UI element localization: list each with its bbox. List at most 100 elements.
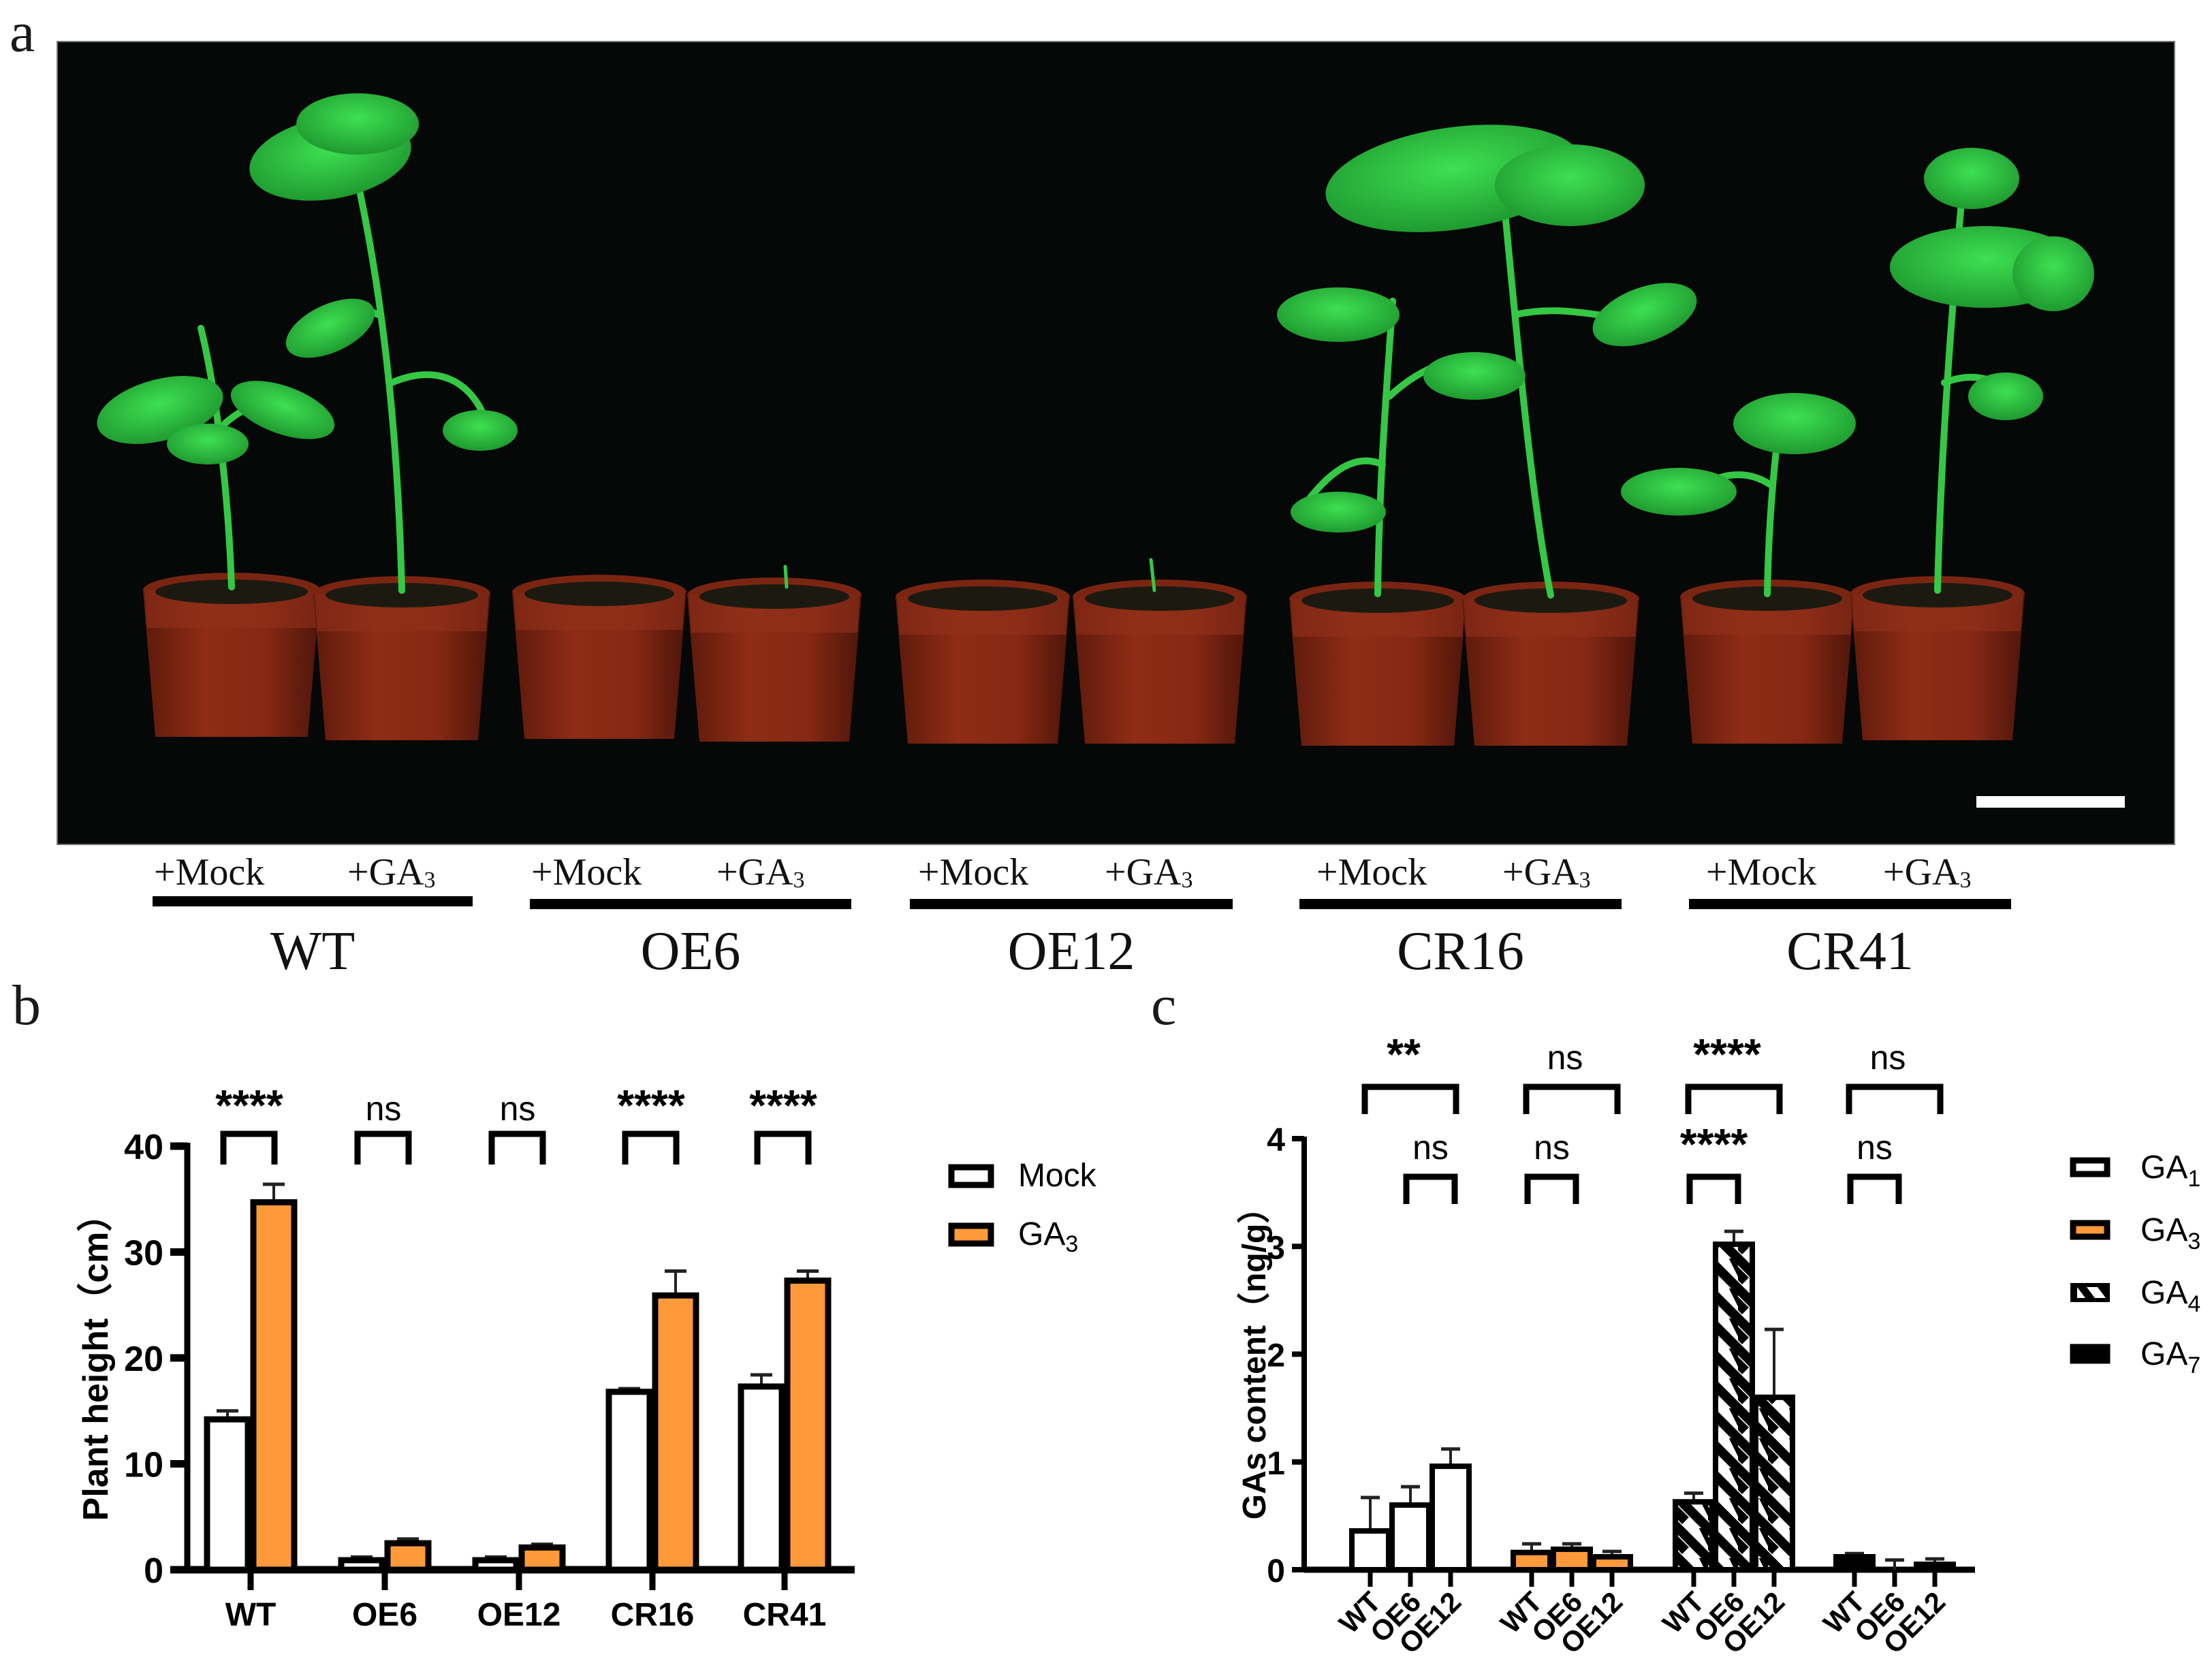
mock-text: +Mock	[154, 851, 265, 893]
legend-c: GA1 GA3 GA4 GA7	[2070, 1150, 2200, 1378]
panel-c-letter: c	[1151, 974, 1177, 1037]
x-tick-label: WT	[225, 1597, 276, 1633]
bar-ga3-oe12	[1591, 1554, 1633, 1573]
legend-label-ga1: GA1	[2140, 1150, 2200, 1192]
bar-ga3-cr16	[652, 1292, 699, 1573]
significance-bracket-top	[1846, 1083, 1944, 1114]
mock-text: +Mock	[531, 851, 642, 893]
ga-subscript: 3	[1181, 868, 1193, 893]
y-tick-label: 10	[124, 1446, 163, 1485]
ga-text: +GA	[716, 851, 793, 893]
bar-mock-oe6	[338, 1557, 385, 1573]
x-tick-label: CR41	[743, 1597, 827, 1633]
ga-text: +GA	[1502, 851, 1579, 893]
bar-ga3-oe6	[1551, 1546, 1593, 1573]
y-tick-label: 30	[124, 1234, 163, 1273]
legend-swatch-ga3	[2070, 1220, 2111, 1240]
significance-bracket-top	[1685, 1083, 1783, 1114]
leaves	[97, 93, 2094, 533]
bar-ga3-wt	[1511, 1549, 1553, 1572]
bar-ga7-oe12	[1914, 1562, 1956, 1572]
mock-text: +Mock	[1706, 851, 1817, 893]
label-mock: +Mock	[531, 853, 642, 891]
bar-mock-cr16	[605, 1389, 653, 1573]
legend-swatch-ga3	[948, 1222, 994, 1247]
legend-label-mock: Mock	[1018, 1158, 1097, 1194]
plant-photo-illustration	[97, 93, 2125, 808]
y-tick-label: 4	[1267, 1122, 1285, 1158]
y-tick-label: 0	[1267, 1553, 1285, 1589]
significance-bracket-bottom	[1524, 1173, 1579, 1204]
x-tick-label: OE12	[477, 1597, 561, 1633]
legend-b: Mock GA3	[948, 1158, 1097, 1257]
panel-b-letter: b	[12, 974, 41, 1037]
ga-subscript: 3	[793, 868, 805, 893]
bar-ga3-cr41	[784, 1277, 832, 1573]
legend-swatch-mock	[948, 1164, 994, 1188]
x-tick-label: CR16	[611, 1597, 695, 1633]
ga-subscript: 3	[1959, 868, 1972, 893]
legend-swatch-ga7	[2070, 1344, 2111, 1364]
significance-bracket-bottom	[1403, 1173, 1458, 1204]
significance-label: ****	[617, 1081, 685, 1130]
significance-bracket	[622, 1130, 680, 1165]
significance-label: ns	[366, 1090, 402, 1128]
significance-bracket	[488, 1130, 546, 1165]
significance-bracket	[220, 1130, 278, 1165]
bar-ga3-oe12	[518, 1544, 566, 1573]
significance-label: ****	[215, 1081, 283, 1130]
genotype-bracket-cr41	[1689, 899, 2011, 909]
significance-bracket-bottom	[1847, 1173, 1902, 1204]
y-axis-label: Plant height（cm）	[76, 1197, 116, 1521]
label-ga3: +GA3	[716, 851, 805, 893]
label-mock: +Mock	[918, 853, 1028, 891]
significance-label: ****	[749, 1081, 817, 1130]
panel-a-letter: a	[10, 1, 35, 64]
bar-ga4-oe12	[1753, 1394, 1795, 1573]
genotype-bracket-oe12b	[910, 899, 1233, 909]
significance-label: ns	[1412, 1128, 1449, 1167]
genotype-bracket-cr16	[1299, 899, 1622, 909]
bar-ga4-wt	[1673, 1499, 1715, 1572]
bar-mock-cr41	[738, 1383, 785, 1573]
bar-mock-oe12	[472, 1557, 520, 1573]
genotype-label-oe6: OE6	[640, 921, 741, 981]
bar-ga3-wt	[250, 1199, 298, 1573]
bar-ga1-oe12	[1429, 1463, 1472, 1573]
ga-subscript: 3	[424, 868, 436, 893]
mock-text: +Mock	[918, 851, 1029, 893]
significance-bracket-top	[1361, 1083, 1459, 1114]
genotype-label-oe12: OE12	[1007, 921, 1135, 981]
bar-ga1-oe6	[1389, 1502, 1432, 1573]
bar-ga1-wt	[1349, 1528, 1391, 1573]
label-ga3: +GA3	[1502, 851, 1591, 893]
bar-ga7-wt	[1833, 1554, 1876, 1573]
genotype-label-wt: WT	[270, 921, 356, 981]
x-tick-label: OE6	[352, 1597, 417, 1633]
mock-text: +Mock	[1316, 851, 1427, 893]
ga-subscript: 3	[1579, 868, 1591, 893]
ga-text: +GA	[1883, 851, 1960, 893]
genotype-label-cr41: CR41	[1786, 921, 1914, 981]
scale-bar	[1976, 796, 2125, 808]
y-tick-label: 0	[144, 1551, 163, 1591]
label-ga3: +GA3	[347, 853, 436, 893]
label-ga3: +GA3	[1883, 851, 1972, 893]
hatch-icon	[2077, 1287, 2106, 1298]
legend-swatch-ga1	[2070, 1157, 2111, 1177]
significance-bracket	[354, 1130, 412, 1165]
legend-label-ga7: GA7	[2140, 1336, 2200, 1378]
label-mock: +Mock	[154, 853, 264, 891]
significance-label: ns	[1534, 1128, 1570, 1167]
label-mock: +Mock	[1706, 853, 1816, 891]
significance-label: ns	[500, 1090, 536, 1128]
y-tick-label: 2	[1267, 1338, 1285, 1374]
label-ga3: +GA3	[1105, 853, 1193, 893]
y-tick-label: 1	[1267, 1446, 1285, 1482]
significance-label: ns	[1856, 1128, 1893, 1167]
significance-bracket-bottom	[1686, 1173, 1741, 1204]
bar-ga3-oe6	[384, 1540, 432, 1573]
legend-label-ga3: GA3	[2140, 1212, 2200, 1254]
